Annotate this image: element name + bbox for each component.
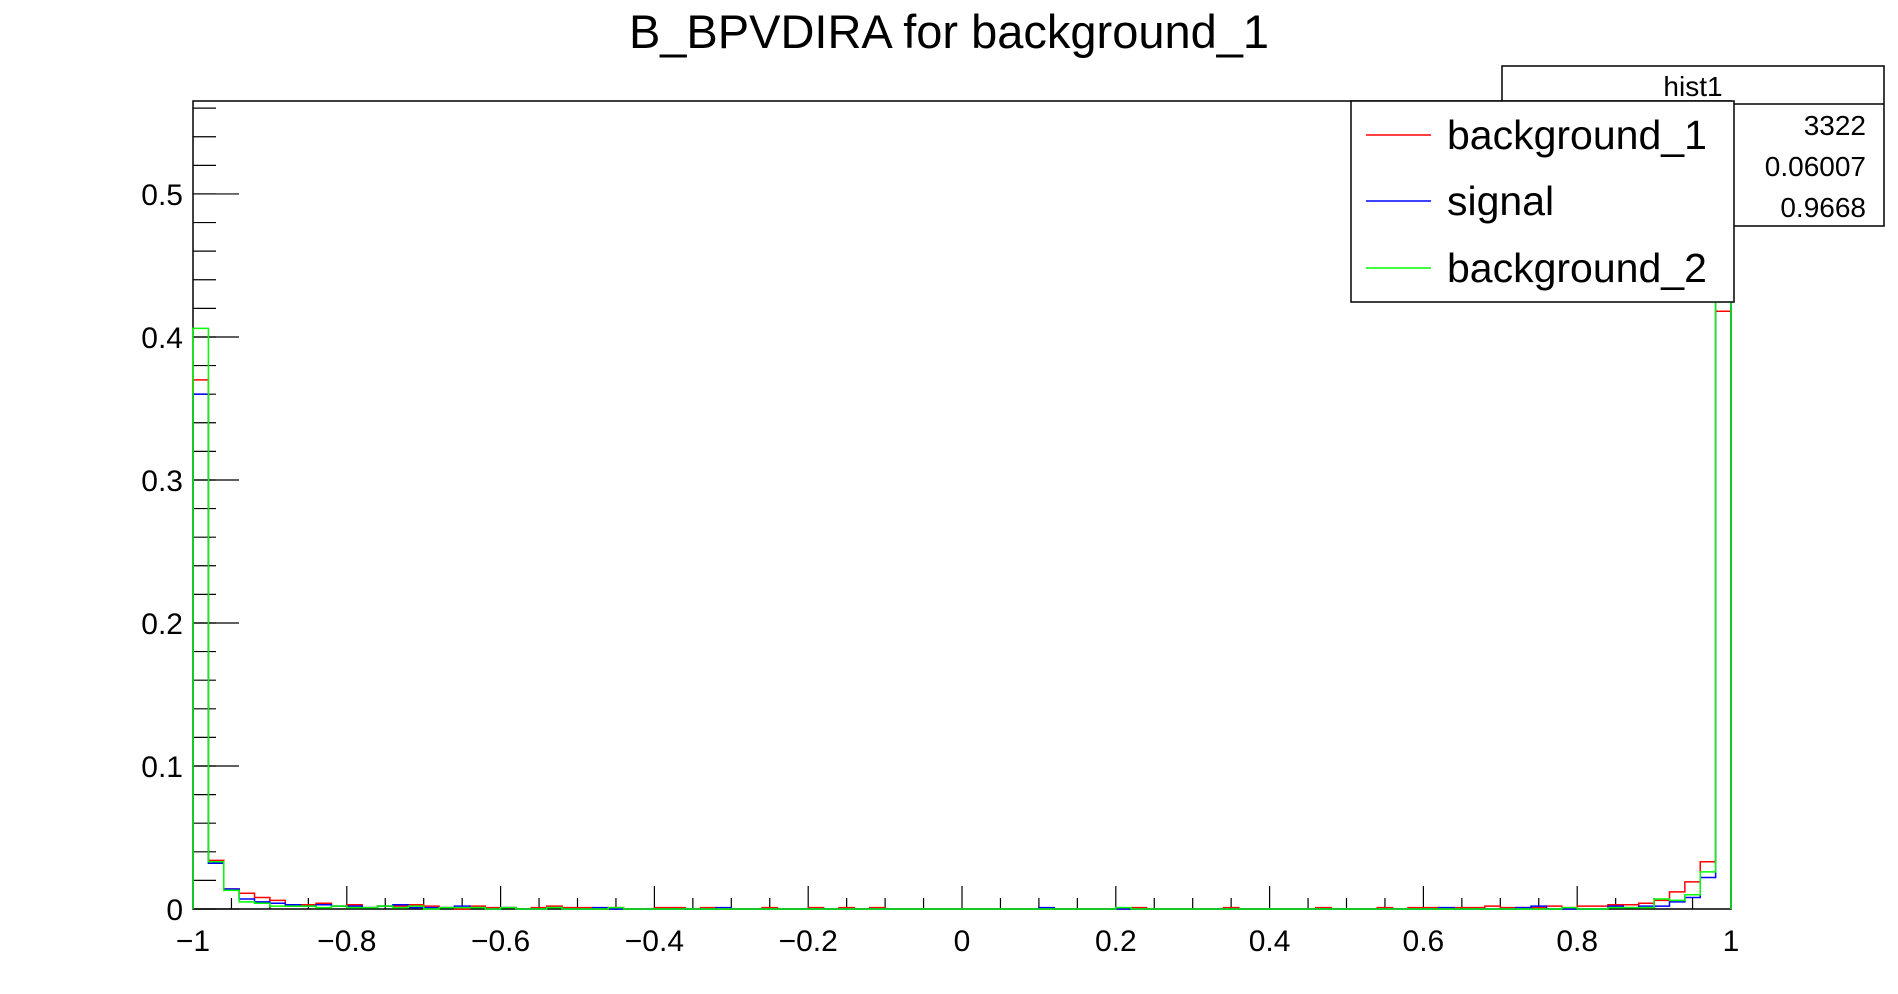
stats-box-value: 0.06007 xyxy=(1765,151,1866,182)
histogram-series xyxy=(192,293,1732,910)
x-tick-label: 0.2 xyxy=(1095,925,1137,958)
x-axis: −1 −0.8 −0.6 −0.4 −0.2 0 0.2 0.4 0.6 0.8 1 xyxy=(176,886,1739,958)
x-tick-label: −1 xyxy=(176,925,210,958)
legend-label-signal: signal xyxy=(1447,178,1554,224)
chart-title: B_BPVDIRA for background_1 xyxy=(629,5,1269,58)
y-tick-label: 0.2 xyxy=(141,608,183,641)
y-tick-label: 0 xyxy=(166,894,183,927)
x-tick-label: 0.4 xyxy=(1249,925,1291,958)
histogram-background-2 xyxy=(192,300,1732,910)
x-tick-label: 0 xyxy=(954,925,971,958)
stats-box-value: 0.9668 xyxy=(1780,192,1866,223)
x-tick-label: −0.4 xyxy=(625,925,684,958)
x-tick-label: 0.8 xyxy=(1556,925,1598,958)
stats-box-value: 3322 xyxy=(1804,110,1866,141)
x-tick-label: −0.6 xyxy=(471,925,530,958)
x-tick-label: 1 xyxy=(1723,925,1740,958)
y-axis: 0 0.1 0.2 0.3 0.4 0.5 xyxy=(141,107,239,927)
x-tick-label: 0.6 xyxy=(1403,925,1445,958)
y-tick-label: 0.3 xyxy=(141,465,183,498)
x-tick-label: −0.8 xyxy=(317,925,376,958)
y-tick-label: 0.5 xyxy=(141,179,183,212)
legend-label-background-2: background_2 xyxy=(1447,245,1707,291)
y-tick-label: 0.1 xyxy=(141,751,183,784)
legend-label-background-1: background_1 xyxy=(1447,112,1707,158)
y-tick-label: 0.4 xyxy=(141,322,183,355)
x-tick-label: −0.2 xyxy=(779,925,838,958)
legend: background_1 signal background_2 xyxy=(1350,100,1735,303)
stats-box-title: hist1 xyxy=(1663,71,1722,102)
